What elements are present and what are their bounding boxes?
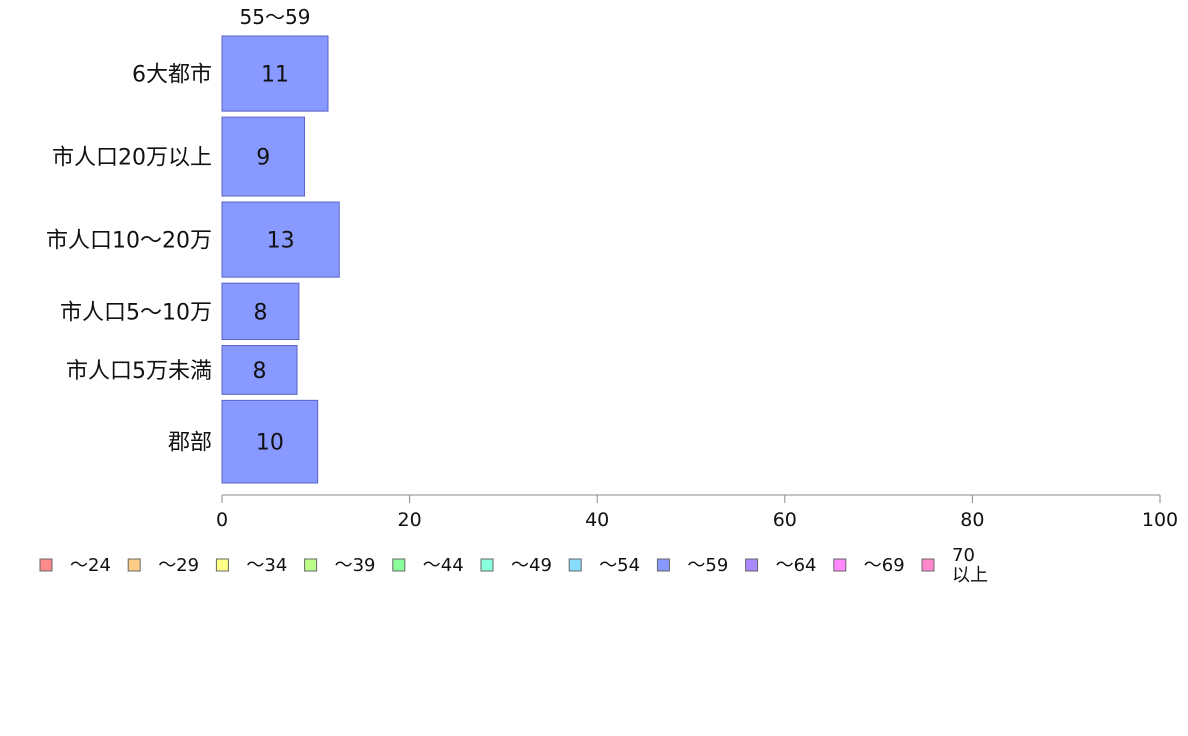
legend-item: 〜24 xyxy=(39,555,111,576)
series-header-label: 55〜59 xyxy=(240,5,311,29)
category-label: 市人口5万未満 xyxy=(66,359,212,384)
legend: 〜24 〜29 〜34 〜39 〜44 〜49 〜54 〜59 〜64 〜69 70 以上 xyxy=(39,545,988,586)
category-label: 郡部 xyxy=(168,431,212,456)
bar-value-label: 10 xyxy=(256,431,284,456)
legend-swatch xyxy=(304,558,318,572)
legend-item: 〜39 xyxy=(304,555,376,576)
x-tick-label: 100 xyxy=(1142,509,1178,531)
legend-swatch xyxy=(480,558,494,572)
legend-label: 〜34 xyxy=(246,555,287,576)
category-label: 市人口5〜10万 xyxy=(60,300,212,325)
legend-swatch xyxy=(745,558,759,572)
bar xyxy=(221,35,329,112)
bar-value-label: 11 xyxy=(261,63,289,88)
legend-swatch xyxy=(127,558,141,572)
bar xyxy=(221,345,298,395)
legend-swatch xyxy=(921,558,935,572)
x-tick-label: 60 xyxy=(773,509,797,531)
legend-item: 〜44 xyxy=(392,555,464,576)
legend-swatch xyxy=(215,558,229,572)
bar-value-label: 8 xyxy=(253,359,267,384)
legend-item: 〜59 xyxy=(656,555,728,576)
legend-swatch xyxy=(39,558,53,572)
bars: 11 9 13 8 8 10 xyxy=(221,35,340,484)
legend-label: 〜44 xyxy=(423,555,464,576)
legend-swatch xyxy=(568,558,582,572)
legend-label: 〜54 xyxy=(599,555,640,576)
bar xyxy=(221,201,340,278)
category-label: 市人口10〜20万 xyxy=(46,229,212,254)
legend-item: 〜54 xyxy=(568,555,640,576)
legend-item: 〜69 xyxy=(833,555,905,576)
legend-label: 〜24 xyxy=(70,555,111,576)
x-tick-label: 80 xyxy=(960,509,984,531)
legend-swatch xyxy=(833,558,847,572)
bar xyxy=(221,116,306,197)
legend-item: 70 以上 xyxy=(921,545,988,586)
legend-label: 〜69 xyxy=(864,555,905,576)
legend-swatch xyxy=(656,558,670,572)
legend-item: 〜34 xyxy=(215,555,287,576)
legend-item: 〜49 xyxy=(480,555,552,576)
x-tick-label: 40 xyxy=(585,509,609,531)
category-label: 市人口20万以上 xyxy=(52,146,212,171)
bar-value-label: 9 xyxy=(256,146,270,171)
legend-item: 〜29 xyxy=(127,555,199,576)
x-tick-label: 20 xyxy=(398,509,422,531)
legend-label: 〜49 xyxy=(511,555,552,576)
bar-value-label: 13 xyxy=(267,229,295,254)
legend-label: 〜29 xyxy=(158,555,199,576)
legend-item: 〜64 xyxy=(745,555,817,576)
category-label: 6大都市 xyxy=(132,63,212,88)
bar xyxy=(221,282,300,341)
x-axis: 0 20 40 60 80 100 xyxy=(216,494,1178,531)
legend-label: 〜59 xyxy=(687,555,728,576)
legend-label: 70 以上 xyxy=(952,545,988,586)
bar-value-label: 8 xyxy=(253,300,267,325)
x-tick-label: 0 xyxy=(216,509,228,531)
legend-swatch xyxy=(392,558,406,572)
legend-label: 〜39 xyxy=(335,555,376,576)
legend-label: 〜64 xyxy=(776,555,817,576)
bar xyxy=(221,399,319,484)
